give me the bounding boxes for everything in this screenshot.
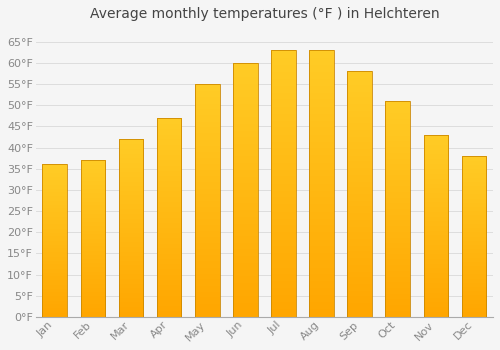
Bar (271, 50, 296, 317)
Bar (386, 101, 410, 317)
Bar (462, 156, 486, 317)
Bar (80, 160, 106, 317)
Bar (195, 84, 220, 317)
Bar (233, 63, 258, 317)
Bar (309, 50, 334, 317)
Title: Average monthly temperatures (°F ) in Helchteren: Average monthly temperatures (°F ) in He… (90, 7, 439, 21)
Bar (118, 139, 144, 317)
Bar (348, 71, 372, 317)
Bar (156, 118, 182, 317)
Bar (42, 164, 67, 317)
Bar (424, 135, 448, 317)
